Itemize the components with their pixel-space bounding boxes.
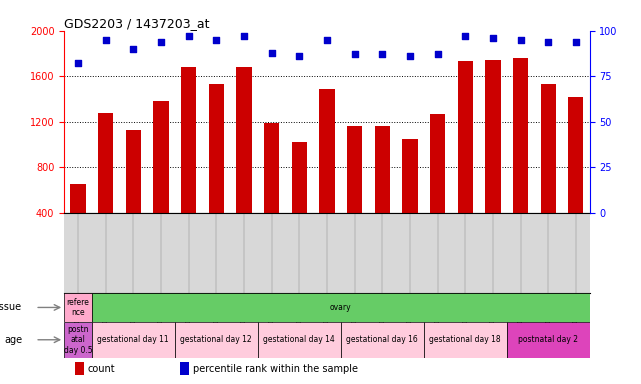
Text: gestational day 14: gestational day 14 bbox=[263, 335, 335, 344]
Point bbox=[156, 38, 166, 45]
Bar bbox=[153, 101, 169, 212]
Text: percentile rank within the sample: percentile rank within the sample bbox=[193, 364, 358, 374]
Text: tissue: tissue bbox=[0, 303, 22, 313]
Text: gestational day 16: gestational day 16 bbox=[346, 335, 418, 344]
Point bbox=[73, 60, 83, 66]
Point bbox=[404, 53, 415, 59]
Point bbox=[267, 50, 277, 56]
Bar bbox=[569, 97, 583, 212]
Point bbox=[183, 33, 194, 39]
Text: ovary: ovary bbox=[330, 303, 351, 312]
Text: postnatal day 2: postnatal day 2 bbox=[518, 335, 578, 344]
Point bbox=[460, 33, 470, 39]
Bar bbox=[64, 321, 92, 358]
Text: refere
nce: refere nce bbox=[67, 298, 89, 317]
Bar bbox=[181, 67, 196, 212]
Point bbox=[211, 37, 221, 43]
Bar bbox=[74, 362, 84, 375]
Bar bbox=[507, 321, 590, 358]
Point bbox=[377, 51, 387, 58]
Point bbox=[322, 37, 332, 43]
Text: postn
atal
day 0.5: postn atal day 0.5 bbox=[63, 325, 92, 355]
Text: age: age bbox=[4, 335, 22, 345]
Text: gestational day 12: gestational day 12 bbox=[180, 335, 252, 344]
Bar bbox=[64, 293, 92, 321]
Bar bbox=[208, 84, 224, 212]
Point bbox=[239, 33, 249, 39]
Bar bbox=[71, 184, 85, 212]
Bar bbox=[374, 126, 390, 212]
Bar bbox=[126, 129, 141, 212]
Point bbox=[349, 51, 360, 58]
Bar bbox=[92, 321, 175, 358]
Bar bbox=[347, 126, 362, 212]
Text: gestational day 18: gestational day 18 bbox=[429, 335, 501, 344]
Bar bbox=[179, 362, 189, 375]
Bar bbox=[341, 321, 424, 358]
Bar bbox=[540, 84, 556, 212]
Text: count: count bbox=[88, 364, 115, 374]
Bar bbox=[403, 139, 417, 212]
Point bbox=[128, 46, 138, 52]
Point bbox=[433, 51, 443, 58]
Bar bbox=[319, 89, 335, 212]
Bar bbox=[292, 142, 307, 212]
Point bbox=[543, 38, 553, 45]
Bar bbox=[430, 114, 445, 212]
Point bbox=[294, 53, 304, 59]
Bar bbox=[175, 321, 258, 358]
Bar bbox=[485, 60, 501, 212]
Point bbox=[488, 35, 498, 41]
Text: gestational day 11: gestational day 11 bbox=[97, 335, 169, 344]
Point bbox=[570, 38, 581, 45]
Bar bbox=[424, 321, 507, 358]
Bar bbox=[98, 113, 113, 212]
Point bbox=[101, 37, 111, 43]
Bar bbox=[258, 321, 341, 358]
Text: GDS2203 / 1437203_at: GDS2203 / 1437203_at bbox=[64, 17, 210, 30]
Bar bbox=[458, 61, 473, 212]
Bar bbox=[513, 58, 528, 212]
Bar bbox=[264, 123, 279, 212]
Bar bbox=[237, 67, 251, 212]
Point bbox=[515, 37, 526, 43]
